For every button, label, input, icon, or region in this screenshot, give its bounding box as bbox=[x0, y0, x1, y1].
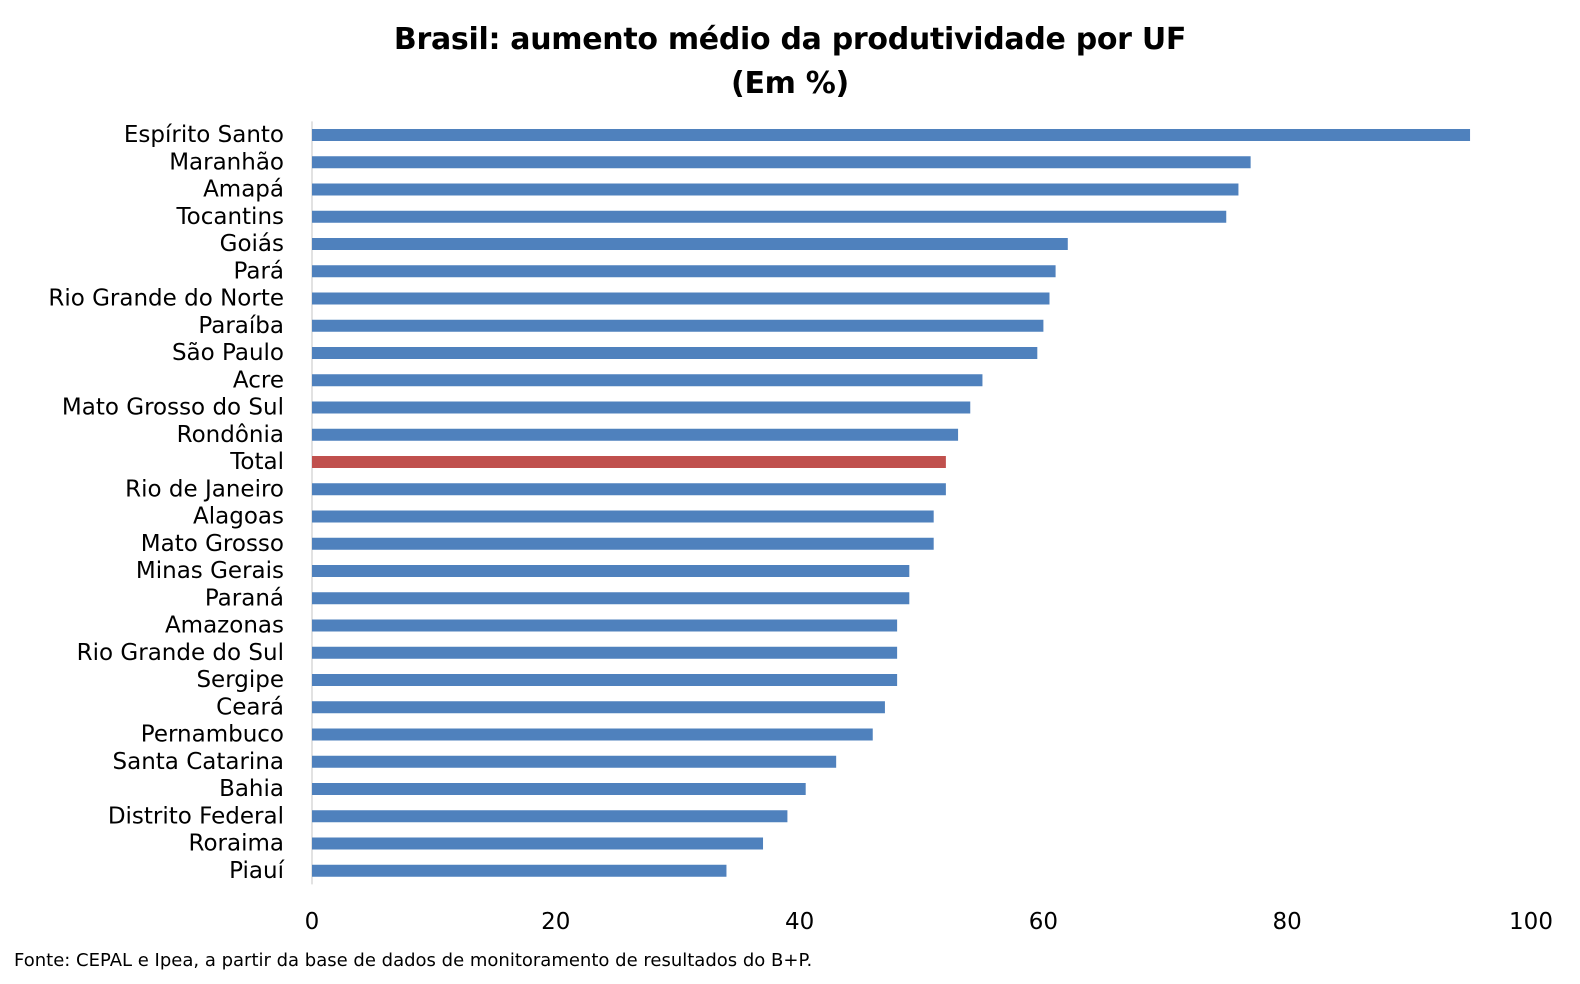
bar-13 bbox=[312, 483, 946, 496]
category-label-26: Roraima bbox=[189, 831, 284, 857]
category-label-13: Rio de Janeiro bbox=[125, 476, 284, 502]
bar-19 bbox=[312, 646, 898, 659]
category-label-16: Minas Gerais bbox=[136, 558, 284, 584]
bar-0 bbox=[312, 129, 1471, 141]
bar-17 bbox=[312, 592, 910, 605]
x-tick-label-4: 80 bbox=[1273, 909, 1302, 935]
category-label-4: Goiás bbox=[220, 231, 284, 257]
category-label-19: Rio Grande do Sul bbox=[77, 640, 284, 666]
category-label-0: Espírito Santo bbox=[124, 122, 284, 148]
category-label-27: Piauí bbox=[229, 858, 284, 884]
x-tick-label-5: 100 bbox=[1509, 909, 1553, 935]
bar-9 bbox=[312, 374, 983, 387]
chart-subtitle: (Em %) bbox=[731, 66, 849, 101]
bar-7 bbox=[312, 319, 1044, 332]
category-label-14: Alagoas bbox=[193, 504, 284, 530]
source-note: Fonte: CEPAL e Ipea, a partir da base de… bbox=[14, 950, 813, 971]
bar-25 bbox=[312, 810, 788, 823]
category-label-7: Paraíba bbox=[198, 313, 284, 339]
category-label-8: São Paulo bbox=[172, 340, 284, 366]
category-label-1: Maranhão bbox=[169, 149, 284, 175]
x-tick-label-3: 60 bbox=[1029, 909, 1058, 935]
category-label-3: Tocantins bbox=[176, 204, 285, 230]
bar-18 bbox=[312, 619, 898, 632]
category-label-24: Bahia bbox=[219, 776, 284, 802]
chart-title: Brasil: aumento médio da produtividade p… bbox=[393, 22, 1187, 57]
bar-8 bbox=[312, 347, 1038, 359]
bar-10 bbox=[312, 401, 971, 414]
bar-2 bbox=[312, 183, 1239, 196]
bar-16 bbox=[312, 565, 910, 577]
bar-3 bbox=[312, 210, 1227, 223]
category-label-10: Mato Grosso do Sul bbox=[62, 395, 284, 421]
bar-14 bbox=[312, 510, 934, 523]
category-label-20: Sergipe bbox=[196, 667, 284, 693]
category-label-22: Pernambuco bbox=[141, 722, 284, 748]
bar-12 bbox=[312, 456, 946, 468]
category-label-21: Ceará bbox=[216, 694, 284, 720]
bar-21 bbox=[312, 701, 885, 714]
bar-4 bbox=[312, 238, 1068, 250]
category-label-2: Amapá bbox=[203, 177, 284, 203]
bar-15 bbox=[312, 537, 934, 550]
category-label-15: Mato Grosso bbox=[141, 531, 284, 557]
category-label-9: Acre bbox=[233, 367, 284, 393]
category-label-23: Santa Catarina bbox=[113, 749, 284, 775]
category-label-6: Rio Grande do Norte bbox=[48, 286, 284, 312]
bar-1 bbox=[312, 156, 1251, 169]
x-tick-label-0: 0 bbox=[305, 909, 320, 935]
bar-20 bbox=[312, 674, 898, 686]
bar-5 bbox=[312, 265, 1056, 278]
category-label-5: Pará bbox=[234, 258, 284, 284]
category-label-12: Total bbox=[229, 449, 284, 475]
x-tick-label-1: 20 bbox=[541, 909, 570, 935]
bar-26 bbox=[312, 837, 764, 850]
x-tick-label-2: 40 bbox=[785, 909, 814, 935]
bar-23 bbox=[312, 755, 837, 768]
category-label-17: Paraná bbox=[205, 585, 284, 611]
bar-27 bbox=[312, 864, 727, 877]
category-label-11: Rondônia bbox=[177, 422, 284, 448]
bar-22 bbox=[312, 728, 873, 741]
category-label-25: Distrito Federal bbox=[108, 803, 284, 829]
bar-24 bbox=[312, 783, 806, 795]
bar-6 bbox=[312, 292, 1050, 305]
category-label-18: Amazonas bbox=[165, 613, 284, 639]
bar-11 bbox=[312, 428, 959, 441]
